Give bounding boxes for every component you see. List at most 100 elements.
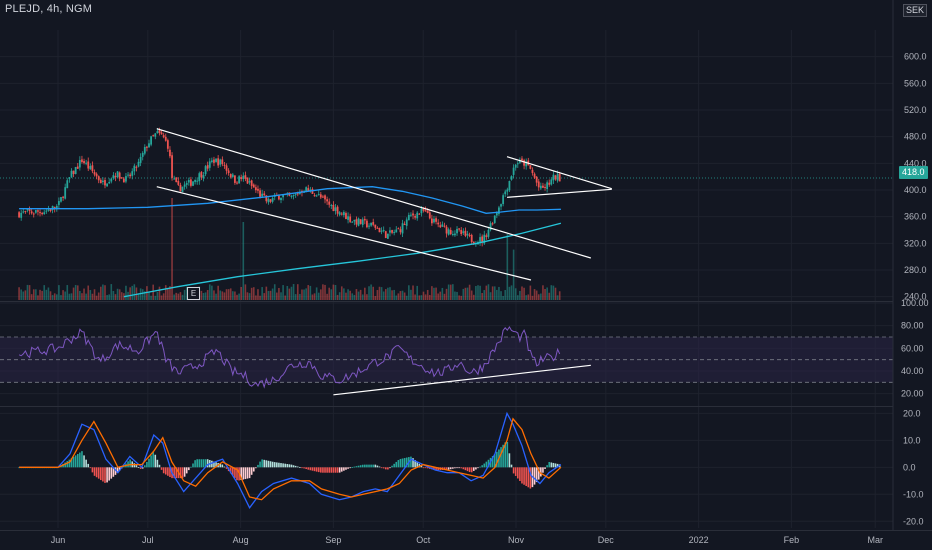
- macd-histogram-bar: [525, 467, 527, 487]
- macd-histogram-bar: [320, 467, 322, 473]
- volume-bar: [301, 289, 303, 300]
- macd-histogram-bar: [437, 467, 439, 471]
- candle-body: [250, 180, 253, 186]
- macd-histogram-bar: [215, 462, 217, 468]
- macd-histogram-bar: [376, 465, 379, 468]
- volume-bar: [240, 286, 242, 300]
- macd-histogram-bar: [137, 467, 140, 468]
- macd-histogram-bar: [114, 467, 117, 475]
- candle-body: [18, 212, 20, 218]
- candle-body: [196, 180, 199, 182]
- macd-histogram-bar: [234, 467, 236, 478]
- candle-body: [108, 182, 111, 184]
- candle-body: [481, 236, 484, 243]
- candle-body: [466, 233, 469, 236]
- candle-body: [401, 223, 404, 234]
- macd-histogram-bar: [481, 465, 483, 468]
- volume-bar: [183, 289, 186, 300]
- candle-body: [451, 233, 454, 235]
- volume-bar: [35, 289, 37, 300]
- macd-histogram-bar: [483, 463, 486, 468]
- volume-bar: [544, 288, 546, 300]
- volume-bar: [87, 285, 90, 300]
- volume-bar: [472, 294, 475, 300]
- volume-bar: [554, 287, 557, 300]
- macd-histogram-bar: [458, 467, 460, 469]
- candle-body: [64, 187, 67, 199]
- candle-body: [315, 195, 318, 197]
- volume-bar: [324, 284, 326, 300]
- price-tick-label: 240.0: [904, 292, 927, 302]
- volume-bar: [68, 293, 71, 300]
- candle-body: [456, 228, 458, 234]
- volume-bar: [343, 288, 345, 300]
- volume-bar: [496, 289, 498, 300]
- candle-body: [91, 165, 94, 172]
- time-tick-label: 2022: [689, 535, 709, 545]
- macd-histogram-bar: [290, 464, 293, 468]
- volume-bar: [464, 287, 467, 300]
- candle-body: [24, 210, 27, 212]
- candle-body: [74, 167, 77, 175]
- volume-bar: [546, 287, 548, 300]
- candle-body: [164, 136, 167, 141]
- macd-histogram-bar: [64, 462, 66, 468]
- currency-label[interactable]: SEK: [903, 4, 928, 17]
- volume-bar: [83, 288, 85, 300]
- candle-body: [412, 213, 414, 216]
- volume-bar: [267, 290, 270, 300]
- macd-histogram-bar: [296, 466, 299, 468]
- volume-bar: [299, 293, 301, 300]
- volume-bar: [405, 295, 408, 300]
- candle-body: [223, 164, 226, 166]
- volume-bar: [32, 289, 35, 300]
- volume-bar: [177, 293, 180, 300]
- volume-bar: [213, 290, 215, 300]
- candle-body: [202, 175, 205, 179]
- volume-bar: [37, 295, 39, 300]
- macd-histogram-bar: [188, 467, 190, 471]
- macd-histogram-bar: [336, 467, 339, 473]
- volume-bar: [431, 286, 433, 300]
- volume-bar: [303, 289, 305, 300]
- candle-body: [546, 182, 549, 189]
- volume-bar: [148, 292, 150, 300]
- volume-bar: [181, 294, 184, 300]
- volume-bar: [502, 295, 504, 300]
- macd-histogram-bar: [548, 462, 551, 468]
- macd-histogram-bar: [533, 467, 536, 485]
- candle-body: [424, 210, 427, 212]
- macd-histogram-bar: [286, 464, 289, 468]
- candle-body: [45, 210, 48, 212]
- candle-body: [542, 185, 544, 188]
- candle-body: [533, 173, 536, 178]
- macd-histogram-bar: [454, 467, 456, 469]
- macd-histogram-bar: [278, 462, 280, 468]
- macd-histogram-bar: [470, 467, 473, 473]
- volume-bar: [81, 293, 83, 300]
- volume-bar: [485, 285, 488, 300]
- candle-body: [198, 173, 201, 182]
- volume-bar: [257, 289, 259, 300]
- macd-histogram-bar: [303, 467, 305, 469]
- volume-bar: [70, 293, 73, 300]
- macd-histogram-bar: [514, 467, 517, 476]
- volume-bar: [164, 285, 167, 300]
- candle-body: [495, 212, 498, 216]
- macd-tick-label: 20.0: [903, 408, 921, 418]
- candle-body: [347, 216, 349, 220]
- candle-body: [334, 207, 337, 211]
- candle-body: [351, 221, 354, 223]
- volume-bar: [391, 290, 393, 300]
- candle-body: [460, 229, 463, 235]
- volume-bar: [462, 288, 465, 300]
- volume-bar: [219, 290, 222, 300]
- macd-histogram-bar: [447, 467, 450, 470]
- candle-body: [246, 177, 249, 184]
- macd-histogram-bar: [382, 467, 385, 469]
- candle-body: [62, 196, 64, 198]
- macd-histogram-bar: [87, 463, 90, 468]
- volume-bar: [60, 295, 62, 300]
- earnings-marker[interactable]: E: [187, 287, 200, 300]
